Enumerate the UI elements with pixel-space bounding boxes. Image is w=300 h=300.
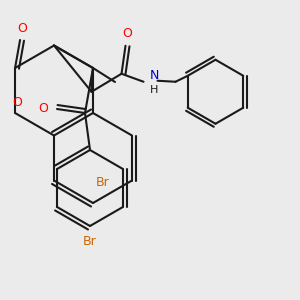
Text: O: O	[38, 103, 48, 116]
Text: O: O	[123, 27, 133, 40]
Text: Br: Br	[96, 176, 110, 189]
Text: Br: Br	[83, 236, 97, 248]
Text: O: O	[17, 22, 27, 34]
Text: O: O	[12, 97, 22, 110]
Text: N: N	[149, 69, 159, 82]
Text: H: H	[149, 85, 158, 95]
